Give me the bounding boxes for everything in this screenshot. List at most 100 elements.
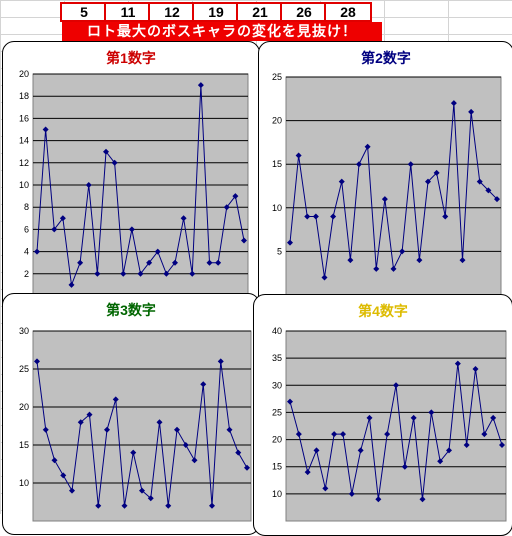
y-tick-label: 20 bbox=[19, 402, 29, 412]
data-point bbox=[77, 259, 84, 266]
data-point bbox=[490, 414, 497, 421]
y-tick-label: 30 bbox=[272, 380, 282, 390]
chart-title: 第2数字 bbox=[361, 50, 411, 66]
data-point bbox=[472, 366, 479, 372]
y-tick-label: 25 bbox=[272, 72, 282, 82]
data-point bbox=[182, 442, 189, 448]
data-point bbox=[356, 161, 362, 168]
data-point bbox=[128, 226, 135, 233]
data-point bbox=[189, 270, 196, 277]
data-point bbox=[499, 442, 505, 448]
data-point bbox=[146, 259, 153, 266]
chart-card-4[interactable]: 第4数字 10 15 20 25 30 35 40 bbox=[253, 294, 512, 536]
data-point bbox=[232, 193, 239, 200]
data-point bbox=[485, 187, 492, 194]
y-tick-label: 20 bbox=[19, 69, 29, 79]
data-point bbox=[446, 447, 452, 454]
data-point bbox=[163, 270, 170, 277]
data-point bbox=[442, 213, 449, 220]
chart-title: 第4数字 bbox=[358, 303, 408, 319]
number-cell: 28 bbox=[324, 2, 372, 22]
data-point bbox=[156, 419, 163, 426]
y-tick-label: 6 bbox=[24, 224, 29, 234]
y-tick-label: 25 bbox=[19, 364, 29, 374]
data-point bbox=[364, 143, 371, 150]
data-point bbox=[313, 447, 320, 454]
data-point bbox=[86, 411, 93, 418]
y-tick-label: 15 bbox=[272, 462, 282, 472]
chart-card-1[interactable]: 第1数字 2 4 6 8 10 12 14 16 18 20 bbox=[2, 41, 260, 333]
data-point bbox=[375, 496, 382, 503]
data-point bbox=[347, 257, 354, 264]
data-point bbox=[322, 485, 329, 492]
y-tick-label: 10 bbox=[19, 478, 29, 488]
data-point bbox=[425, 178, 431, 185]
data-point bbox=[180, 215, 187, 222]
y-tick-label: 20 bbox=[272, 435, 282, 445]
data-point bbox=[172, 259, 178, 266]
data-point bbox=[34, 358, 40, 365]
plot-area bbox=[285, 330, 507, 522]
data-point bbox=[287, 239, 293, 246]
data-point bbox=[295, 152, 302, 159]
data-point bbox=[69, 487, 75, 494]
data-point bbox=[217, 358, 224, 365]
y-tick-label: 20 bbox=[272, 116, 282, 126]
data-point bbox=[468, 108, 475, 115]
data-point bbox=[348, 490, 355, 497]
y-tick-label: 25 bbox=[272, 407, 282, 417]
data-point bbox=[85, 182, 92, 188]
y-tick-label: 5 bbox=[277, 246, 282, 256]
data-point bbox=[330, 213, 337, 220]
y-tick-label: 16 bbox=[19, 113, 29, 123]
chart-title: 第1数字 bbox=[106, 50, 156, 66]
y-tick-label: 14 bbox=[19, 136, 29, 146]
data-point bbox=[68, 281, 75, 288]
data-point bbox=[295, 431, 302, 438]
data-point bbox=[42, 426, 49, 433]
data-point bbox=[111, 159, 118, 166]
data-point bbox=[407, 161, 414, 168]
data-point bbox=[223, 204, 230, 211]
y-tick-label: 8 bbox=[24, 202, 29, 212]
data-point bbox=[410, 414, 417, 421]
data-point bbox=[428, 409, 435, 416]
data-point bbox=[416, 257, 423, 264]
data-point bbox=[321, 274, 328, 281]
data-point bbox=[331, 431, 338, 438]
chart-title: 第3数字 bbox=[106, 302, 156, 318]
data-point bbox=[304, 469, 311, 476]
data-point bbox=[481, 431, 488, 438]
data-point bbox=[209, 502, 215, 509]
number-cell: 26 bbox=[280, 2, 328, 22]
data-point bbox=[60, 472, 67, 479]
number-cell: 21 bbox=[236, 2, 284, 22]
line-chart-1: 2 4 6 8 10 12 14 16 18 20 bbox=[19, 69, 249, 297]
data-point bbox=[197, 82, 204, 89]
chart-card-3[interactable]: 第3数字 10 15 20 25 30 bbox=[2, 293, 260, 535]
data-point bbox=[459, 257, 466, 264]
data-point bbox=[366, 414, 373, 421]
data-point bbox=[419, 496, 426, 503]
data-point bbox=[338, 178, 345, 185]
data-point bbox=[139, 487, 145, 494]
number-cell: 12 bbox=[148, 2, 196, 22]
data-point bbox=[206, 259, 213, 266]
y-tick-label: 30 bbox=[19, 326, 29, 336]
data-point bbox=[340, 431, 346, 438]
data-point bbox=[312, 213, 319, 220]
line-chart-2: 5 10 15 20 25 bbox=[272, 72, 502, 296]
data-point bbox=[401, 463, 408, 470]
data-point bbox=[51, 226, 58, 233]
data-point bbox=[95, 502, 102, 509]
data-point bbox=[390, 265, 397, 272]
data-point bbox=[287, 398, 293, 405]
plot-area bbox=[285, 76, 502, 296]
data-point bbox=[244, 464, 250, 471]
chart-card-2[interactable]: 第2数字 5 10 15 20 25 bbox=[258, 41, 512, 333]
data-point bbox=[235, 449, 242, 456]
y-tick-label: 12 bbox=[19, 158, 29, 168]
y-tick-label: 10 bbox=[19, 180, 29, 190]
data-point bbox=[191, 457, 198, 464]
data-point bbox=[165, 502, 172, 509]
